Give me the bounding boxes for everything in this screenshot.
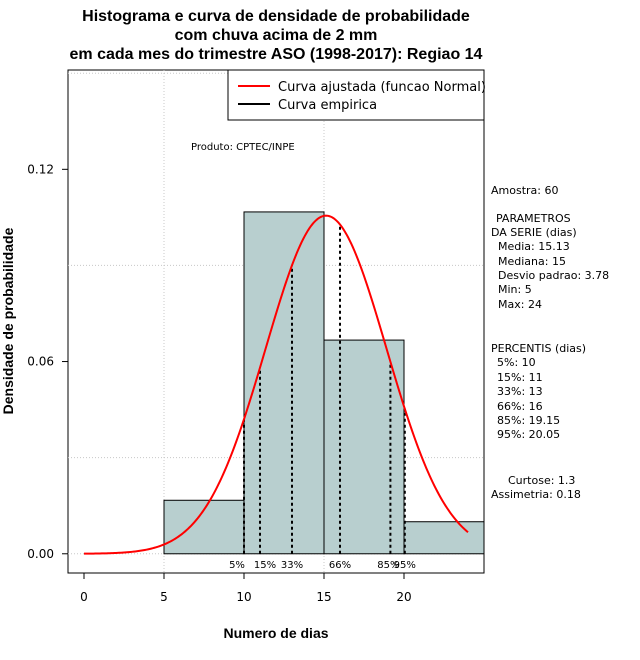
percentile-lines: 5% 15% 33% 66% 85%95% bbox=[229, 224, 416, 571]
percentil-85: 85%: 19.15 bbox=[497, 414, 560, 427]
histogram-bar bbox=[243, 211, 325, 555]
params-title: PARAMETROS bbox=[496, 212, 571, 225]
chart-title-line-2: com chuva acima de 2 mm bbox=[175, 27, 378, 44]
x-tick-label: 10 bbox=[236, 590, 251, 604]
skewness: Assimetria: 0.18 bbox=[491, 488, 581, 501]
legend-label-fit: Curva ajustada (funcao Normal) bbox=[278, 80, 486, 95]
normal-curve-layer bbox=[83, 214, 469, 555]
percentile-label: 66% bbox=[329, 560, 351, 571]
param-max: Max: 24 bbox=[498, 298, 542, 311]
param-mean: Media: 15.13 bbox=[498, 240, 570, 253]
x-axis-label: Numero de dias bbox=[223, 625, 328, 641]
histogram-bar bbox=[323, 339, 405, 555]
y-axis-label: Densidade de probabilidade bbox=[0, 227, 16, 414]
x-axis: 0 5 10 15 20 bbox=[80, 573, 412, 604]
stats-panel: Amostra: 60 PARAMETROS DA SERIE (dias) M… bbox=[491, 184, 609, 501]
normal-fit-curve bbox=[83, 214, 469, 555]
param-min: Min: 5 bbox=[498, 283, 532, 296]
sample-size: Amostra: 60 bbox=[491, 184, 558, 197]
y-tick-label: 0.12 bbox=[27, 162, 54, 176]
chart-title-line-1: Histograma e curva de densidade de proba… bbox=[82, 8, 470, 25]
legend-box bbox=[227, 69, 485, 121]
percentile-label: 85% bbox=[377, 560, 399, 571]
percentis-title: PERCENTIS (dias) bbox=[491, 342, 586, 355]
param-sd: Desvio padrao: 3.78 bbox=[498, 269, 609, 282]
x-tick-label: 5 bbox=[160, 590, 168, 604]
percentil-5: 5%: 10 bbox=[497, 356, 536, 369]
kurtosis: Curtose: 1.3 bbox=[508, 474, 575, 487]
histogram-bars bbox=[163, 211, 485, 555]
percentil-95: 95%: 20.05 bbox=[497, 428, 560, 441]
legend-label-empirical: Curva empirica bbox=[278, 98, 377, 113]
percentil-66: 66%: 16 bbox=[497, 400, 543, 413]
percentile-label: 15% bbox=[254, 560, 276, 571]
percentil-15: 15%: 11 bbox=[497, 371, 543, 384]
percentile-label: 95% bbox=[394, 560, 416, 571]
x-tick-label: 15 bbox=[316, 590, 331, 604]
y-tick-label: 0.06 bbox=[27, 355, 54, 369]
x-tick-label: 20 bbox=[396, 590, 411, 604]
percentil-33: 33%: 13 bbox=[497, 385, 543, 398]
x-tick-label: 0 bbox=[80, 590, 88, 604]
percentile-label: 5% bbox=[229, 560, 245, 571]
product-note: Produto: CPTEC/INPE bbox=[191, 142, 295, 153]
param-median: Mediana: 15 bbox=[498, 255, 566, 268]
histogram-bar bbox=[403, 521, 485, 555]
y-tick-label: 0.00 bbox=[27, 547, 54, 561]
y-axis: 0.00 0.06 0.12 bbox=[27, 162, 68, 561]
chart-title-line-3: em cada mes do trimestre ASO (1998-2017)… bbox=[70, 46, 483, 63]
percentile-label: 33% bbox=[281, 560, 303, 571]
params-subtitle: DA SERIE (dias) bbox=[491, 226, 577, 239]
legend: Curva ajustada (funcao Normal) Curva emp… bbox=[227, 69, 486, 121]
